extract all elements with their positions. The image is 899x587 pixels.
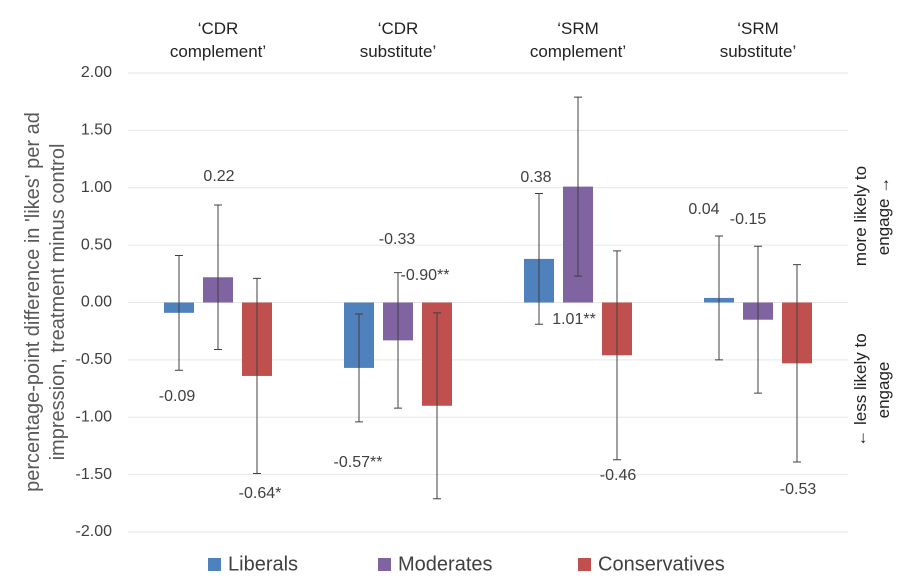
error-bar [394, 272, 402, 409]
category-label-line: ‘SRM [557, 19, 599, 38]
error-bar [574, 96, 582, 277]
annotation-line: more likely to [851, 166, 870, 266]
error-bar [355, 313, 363, 423]
category-label-line: substitute’ [360, 42, 437, 61]
y-tick-label: 1.50 [81, 122, 112, 139]
data-label: -0.15 [730, 211, 767, 228]
y-tick-label: -1.00 [76, 408, 113, 425]
annotation-line: engage [874, 362, 893, 419]
annotation-line: engage → [874, 177, 893, 255]
category-label: ‘SRM complement’ [530, 19, 626, 61]
data-label: -0.64* [239, 485, 282, 502]
y-axis-title-line: impression, treatment minus control [47, 144, 69, 461]
annotation-line: ← less likely to [851, 333, 870, 446]
legend-label: Liberals [228, 553, 298, 575]
y-axis-title-line: percentage-point difference in 'likes' p… [22, 112, 44, 492]
y-tick-label: -0.50 [76, 351, 113, 368]
legend-label: Moderates [398, 553, 493, 575]
data-label: 1.01** [552, 311, 596, 328]
error-bar [175, 254, 183, 371]
annotation: ← less likely to engage [851, 333, 893, 446]
data-label: -0.09 [159, 388, 196, 405]
y-tick-label: -2.00 [76, 523, 113, 540]
category-label: ‘SRM substitute’ [720, 19, 797, 61]
category-label: ‘CDR complement’ [170, 19, 266, 61]
annotation: more likely to engage → [851, 166, 893, 266]
error-bar [613, 250, 621, 461]
legend-swatch [578, 558, 591, 571]
error-bar [715, 235, 723, 361]
category-label-line: complement’ [530, 42, 626, 61]
data-label: 0.38 [520, 169, 551, 186]
legend-label: Conservatives [598, 553, 725, 575]
error-bar [754, 245, 762, 394]
y-tick-label: 1.00 [81, 179, 112, 196]
legend-swatch [208, 558, 221, 571]
y-tick-label: 0.00 [81, 294, 112, 311]
data-label: -0.46 [600, 467, 637, 484]
data-label: -0.33 [379, 231, 416, 248]
error-bar [535, 192, 543, 325]
y-axis-title: percentage-point difference in 'likes' p… [22, 112, 69, 492]
error-bar [253, 277, 261, 474]
category-label: ‘CDR substitute’ [360, 19, 437, 61]
y-tick-label: 2.00 [81, 64, 112, 81]
data-label: -0.57** [334, 454, 383, 471]
category-label-line: ‘SRM [737, 19, 779, 38]
error-bar [793, 264, 801, 463]
data-label: -0.90** [401, 267, 450, 284]
y-tick-label: -1.50 [76, 466, 113, 483]
data-label: 0.04 [688, 201, 719, 218]
data-label: -0.53 [780, 481, 817, 498]
y-tick-label: 0.50 [81, 236, 112, 253]
category-label-line: ‘CDR [198, 19, 239, 38]
data-label: 0.22 [203, 168, 234, 185]
category-label-line: substitute’ [720, 42, 797, 61]
category-label-line: complement’ [170, 42, 266, 61]
legend-swatch [378, 558, 391, 571]
error-bar [433, 312, 441, 500]
category-label-line: ‘CDR [378, 19, 419, 38]
error-bar [214, 204, 222, 351]
